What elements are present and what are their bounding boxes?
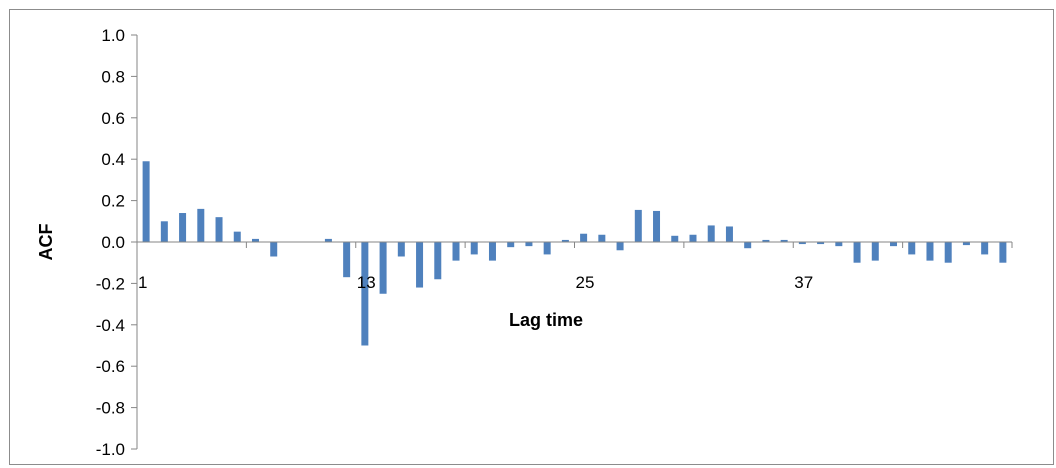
x-tick-label-1: 1 xyxy=(138,273,147,292)
bar-lag-3 xyxy=(179,213,187,242)
bar-lag-22 xyxy=(525,242,533,247)
y-axis-title: ACF xyxy=(36,224,56,261)
bar-lag-29 xyxy=(653,210,661,242)
bar-lag-46 xyxy=(962,242,970,246)
y-tick-label: -1.0 xyxy=(96,440,125,459)
bar-lag-31 xyxy=(689,234,697,242)
bar-lag-35 xyxy=(762,239,770,242)
bar-lag-17 xyxy=(434,242,442,280)
y-tick-label: 0.2 xyxy=(101,192,125,211)
bar-lag-23 xyxy=(543,242,551,255)
bar-lag-24 xyxy=(561,239,569,242)
bar-lag-21 xyxy=(507,242,515,248)
y-ticks-group xyxy=(131,34,137,450)
bar-lag-19 xyxy=(470,242,478,255)
bar-lag-30 xyxy=(671,235,679,242)
y-tick-label: -0.6 xyxy=(96,357,125,376)
bar-lag-43 xyxy=(908,242,916,255)
y-tick-label: 0.6 xyxy=(101,109,125,128)
x-tick-labels: 1 13 25 37 xyxy=(138,273,813,292)
bar-lag-13 xyxy=(361,242,369,346)
y-tick-labels: 1.0 0.8 0.6 0.4 0.2 0.0 -0.2 -0.4 -0.6 -0.8 -1.0 xyxy=(96,26,125,459)
bar-lag-37 xyxy=(798,242,806,245)
y-tick-label: -0.4 xyxy=(96,316,125,335)
y-tick-label: -0.8 xyxy=(96,399,125,418)
bar-lag-18 xyxy=(452,242,460,261)
x-axis-title: Lag time xyxy=(509,310,583,330)
bar-lag-5 xyxy=(215,217,223,242)
bars-group xyxy=(142,161,1007,346)
y-tick-label: 0.0 xyxy=(101,233,125,252)
y-tick-label: 1.0 xyxy=(101,26,125,45)
bar-lag-15 xyxy=(397,242,405,257)
bar-lag-25 xyxy=(580,233,588,242)
bar-lag-33 xyxy=(725,226,733,242)
y-tick-label: 0.4 xyxy=(101,150,125,169)
bar-lag-47 xyxy=(981,242,989,255)
bar-lag-11 xyxy=(324,238,332,242)
bar-lag-34 xyxy=(744,242,752,249)
bar-lag-8 xyxy=(270,242,278,257)
bar-lag-36 xyxy=(780,239,788,242)
bar-lag-1 xyxy=(142,161,150,242)
bar-lag-14 xyxy=(379,242,387,294)
bar-lag-38 xyxy=(817,242,825,245)
bar-lag-39 xyxy=(835,242,843,247)
x-ticks-group xyxy=(136,242,1013,248)
bar-lag-20 xyxy=(488,242,496,261)
bar-lag-26 xyxy=(598,234,606,242)
x-tick-label-25: 25 xyxy=(576,273,595,292)
x-tick-label-13: 13 xyxy=(357,273,376,292)
bar-lag-2 xyxy=(160,221,168,242)
bar-lag-28 xyxy=(634,209,642,242)
x-tick-label-37: 37 xyxy=(794,273,813,292)
bar-lag-16 xyxy=(416,242,424,288)
bar-lag-45 xyxy=(944,242,952,263)
bar-lag-44 xyxy=(926,242,934,261)
bar-lag-32 xyxy=(707,225,715,242)
bar-lag-48 xyxy=(999,242,1007,263)
y-tick-label: 0.8 xyxy=(101,67,125,86)
y-tick-label: -0.2 xyxy=(96,274,125,293)
bar-lag-41 xyxy=(871,242,879,261)
bar-lag-27 xyxy=(616,242,624,251)
bar-lag-12 xyxy=(343,242,351,278)
bar-lag-6 xyxy=(233,231,241,242)
bar-lag-42 xyxy=(890,242,898,247)
bar-lag-40 xyxy=(853,242,861,263)
bar-lag-7 xyxy=(251,238,259,242)
bar-lag-4 xyxy=(197,208,205,242)
